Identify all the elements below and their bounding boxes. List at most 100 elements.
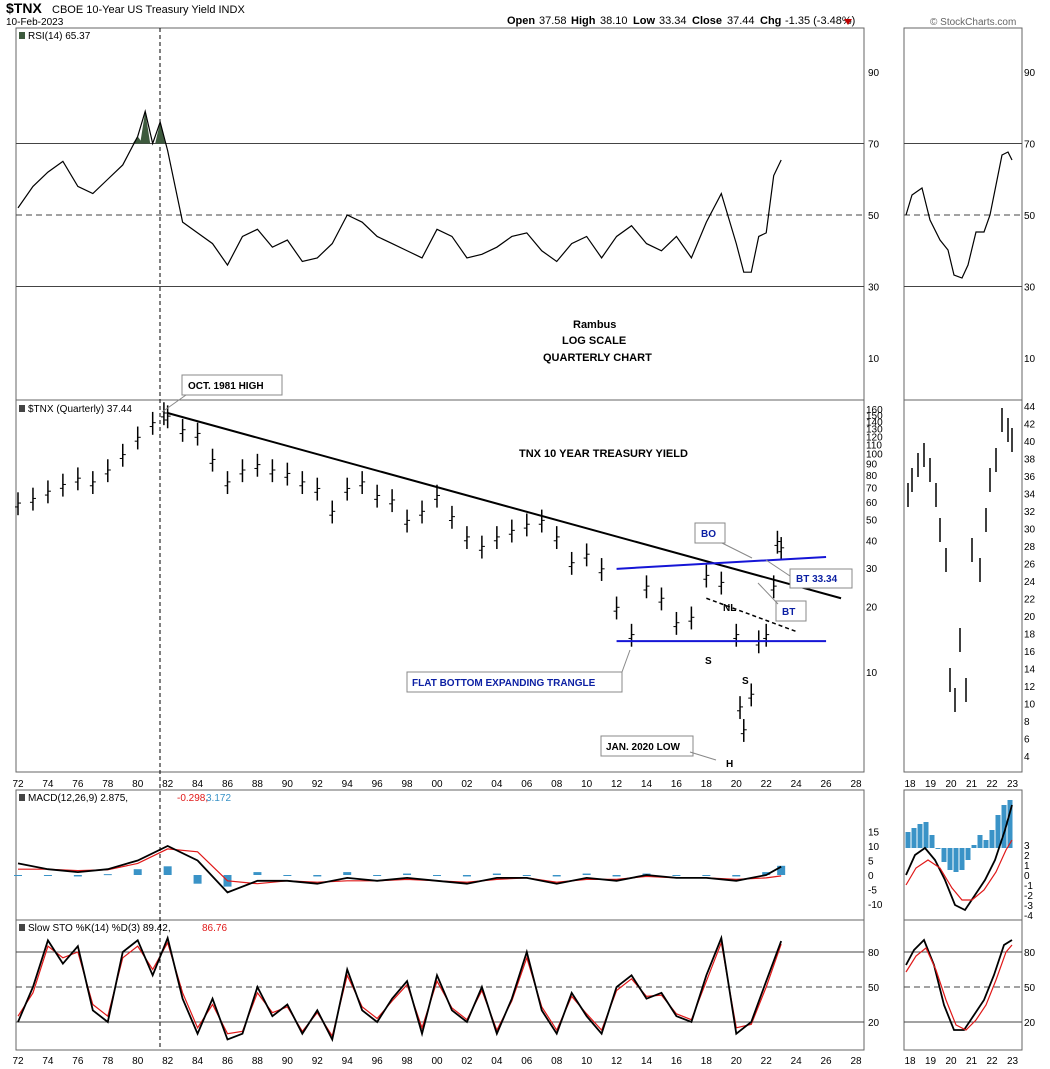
inset-sto-xtick: 19 — [925, 1056, 937, 1067]
macd-label: MACD(12,26,9) 2.875, — [28, 793, 128, 804]
inset-rsi-line — [905, 151, 1013, 279]
macd-hist-bar — [313, 875, 322, 877]
inset-macd-ytick: 3 — [1024, 841, 1030, 852]
low-value: 33.34 — [659, 15, 687, 27]
macd-hist-bar — [103, 874, 112, 876]
annotation-tnx-title: TNX 10 YEAR TREASURY YIELD — [519, 448, 688, 460]
macd-hist-bar — [762, 872, 771, 875]
price-xtick: 28 — [850, 779, 862, 790]
macd-hist-bar — [193, 875, 202, 884]
sto-ytick: 80 — [868, 948, 880, 959]
inset-price-ytick: 38 — [1024, 455, 1036, 466]
annotation-jan2020-text: JAN. 2020 LOW — [606, 742, 680, 753]
sto-xtick: 14 — [641, 1056, 653, 1067]
price-xtick: 74 — [42, 779, 54, 790]
inset-price-xtick: 21 — [966, 779, 978, 790]
sto-xtick: 80 — [132, 1056, 144, 1067]
inset-macd-hist-bar — [905, 832, 911, 848]
inset-macd-hist-bar — [935, 848, 941, 849]
macd-signal-label: -0.298, — [177, 793, 208, 804]
slowsto-layer — [16, 934, 1022, 1043]
price-ytick: 40 — [866, 537, 878, 548]
annotation-bo: BO — [694, 522, 753, 559]
macd-hist-bar — [522, 875, 531, 876]
open-label: Open — [507, 15, 535, 27]
price-xtick: 12 — [611, 779, 623, 790]
inset-macd-ytick: 1 — [1024, 861, 1030, 872]
ohlc-summary: Open 37.58 High 38.10 Low 33.34 Close 37… — [507, 15, 855, 27]
annotation-s2: S — [742, 676, 749, 687]
inset-rsi-ytick: 30 — [1024, 283, 1036, 294]
macd-ytick: 5 — [868, 857, 874, 868]
inset-price-xtick: 18 — [904, 779, 916, 790]
inset-macd-line — [905, 804, 1013, 912]
annotation-flat-bottom-pointer — [621, 649, 631, 673]
inset-macd-ytick: 0 — [1024, 871, 1030, 882]
close-label: Close — [692, 15, 722, 27]
price-ytick: 70 — [866, 483, 878, 494]
sto-xtick: 12 — [611, 1056, 623, 1067]
macd-hist-bar — [492, 873, 501, 875]
price-ytick: 120 — [866, 432, 883, 443]
sto-xtick: 88 — [252, 1056, 264, 1067]
inset-price-ytick: 24 — [1024, 577, 1036, 588]
annotation-logscale: LOG SCALE — [562, 335, 626, 347]
sto-ytick: 20 — [868, 1018, 880, 1029]
price-ytick: 10 — [866, 668, 878, 679]
high-label: High — [571, 15, 596, 27]
inset-macd-hist-bar — [947, 848, 953, 870]
rsi-line — [17, 108, 782, 273]
chg-value: -1.35 (-3.48%) — [785, 15, 855, 27]
sto-k-line — [17, 934, 783, 1043]
macd-ytick: -5 — [868, 886, 877, 897]
annotation-bo-text: BO — [701, 529, 716, 540]
inset-macd-hist-bar — [929, 835, 935, 848]
annotation-bo-box — [694, 522, 726, 544]
inset-macd-hist-bar — [971, 845, 977, 848]
slowsto-label: Slow STO %K(14) %D(3) 89.42, — [28, 923, 171, 934]
price-ytick: 150 — [866, 411, 883, 422]
price-panel — [15, 399, 865, 773]
annotation-bt-value-box — [789, 568, 853, 589]
inset-sto-xtick: 18 — [904, 1056, 916, 1067]
slowsto-legend-swatch — [19, 924, 25, 931]
price-xtick: 78 — [102, 779, 114, 790]
sto-xtick: 82 — [162, 1056, 174, 1067]
inset-rsi-ytick: 90 — [1024, 68, 1036, 79]
inset-macd-hist-bar — [953, 848, 959, 872]
macd-ytick: 15 — [868, 828, 880, 839]
price-ytick: 160 — [866, 405, 883, 416]
annotation-bt-value-pointer — [765, 559, 791, 577]
rsi-layer — [16, 108, 1022, 287]
inset-price-ytick: 10 — [1024, 700, 1036, 711]
price-ytick: 50 — [866, 515, 878, 526]
inset-sto-xtick: 20 — [945, 1056, 957, 1067]
slowsto-signal-label: 86.76 — [202, 923, 227, 934]
rsi-ytick: 30 — [868, 283, 880, 294]
inset-macd-ytick: -4 — [1024, 911, 1033, 922]
inset-macd-ytick: -3 — [1024, 901, 1033, 912]
inset-macd-hist-bar — [1001, 805, 1007, 848]
inset-macd-ytick: -2 — [1024, 891, 1033, 902]
annotation-s1: S — [705, 656, 712, 667]
price-xtick: 80 — [132, 779, 144, 790]
annotation-oct1981-text: OCT. 1981 HIGH — [188, 381, 264, 392]
sto-xtick: 78 — [102, 1056, 114, 1067]
open-value: 37.58 — [539, 15, 567, 27]
annotation-flat-bottom: FLAT BOTTOM EXPANDING TRANGLE — [406, 649, 631, 693]
sto-xtick: 22 — [761, 1056, 773, 1067]
inset-sto-ytick: 80 — [1024, 948, 1036, 959]
macd-legend: MACD(12,26,9) 2.875, -0.298, 3.172 — [19, 793, 231, 804]
inset-rsi-ytick: 10 — [1024, 354, 1036, 365]
inset-rsi-price-panel — [903, 27, 1023, 401]
rsi-ytick: 50 — [868, 211, 880, 222]
inset-price-ytick: 32 — [1024, 507, 1036, 518]
sto-xtick: 04 — [491, 1056, 503, 1067]
macd-hist-bar — [612, 875, 621, 877]
sto-xtick: 72 — [12, 1056, 24, 1067]
price-xtick: 90 — [282, 779, 294, 790]
inset-price-ytick: 22 — [1024, 595, 1036, 606]
inset-price-ytick: 16 — [1024, 647, 1036, 658]
price-xtick: 86 — [222, 779, 234, 790]
sto-xtick: 94 — [342, 1056, 354, 1067]
